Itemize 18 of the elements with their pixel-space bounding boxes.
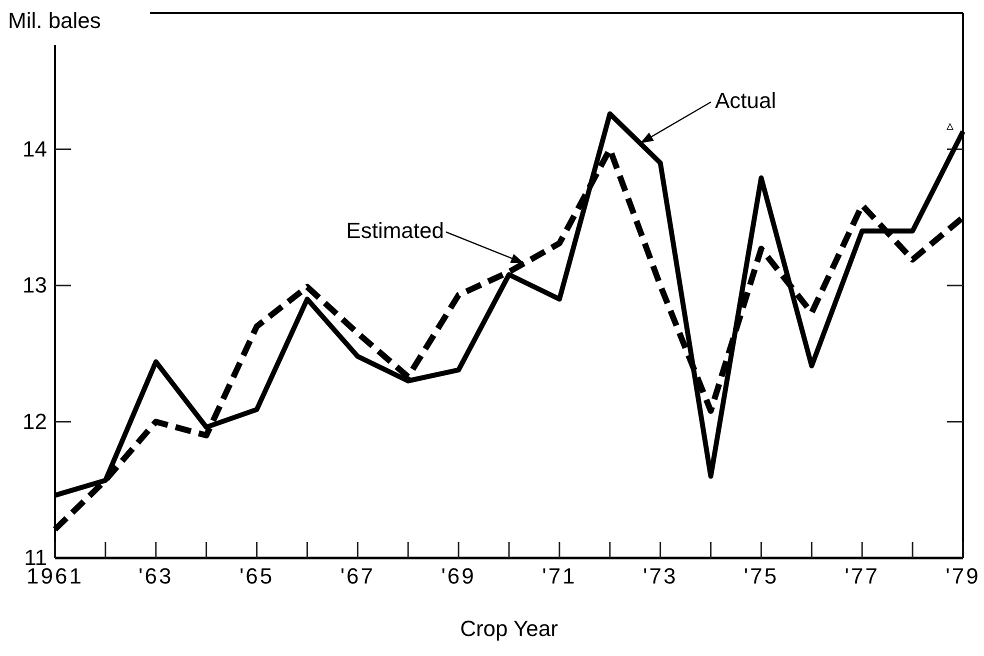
text: Estimated: [346, 218, 444, 243]
x-tick-label: '67: [340, 564, 376, 589]
x-tick-label: '79: [946, 564, 980, 589]
x-tick-label: '73: [642, 564, 678, 589]
y-axis-title: Mil. bales: [8, 8, 101, 33]
x-tick-label: '77: [844, 564, 880, 589]
x-axis-title: Crop Year: [460, 616, 558, 641]
x-tick-label: '71: [542, 564, 577, 589]
x-tick-label: 1961: [26, 564, 84, 589]
text: Actual: [715, 88, 776, 113]
y-tick-label: 12: [22, 408, 47, 434]
x-tick-label: '63: [138, 564, 174, 589]
x-tick-label: '69: [441, 564, 476, 589]
annotation: ▵: [946, 117, 954, 133]
y-tick-label: 13: [22, 272, 47, 298]
x-tick-label: '75: [744, 564, 779, 589]
x-tick-label: '65: [239, 564, 274, 589]
y-tick-label: 14: [22, 136, 47, 162]
